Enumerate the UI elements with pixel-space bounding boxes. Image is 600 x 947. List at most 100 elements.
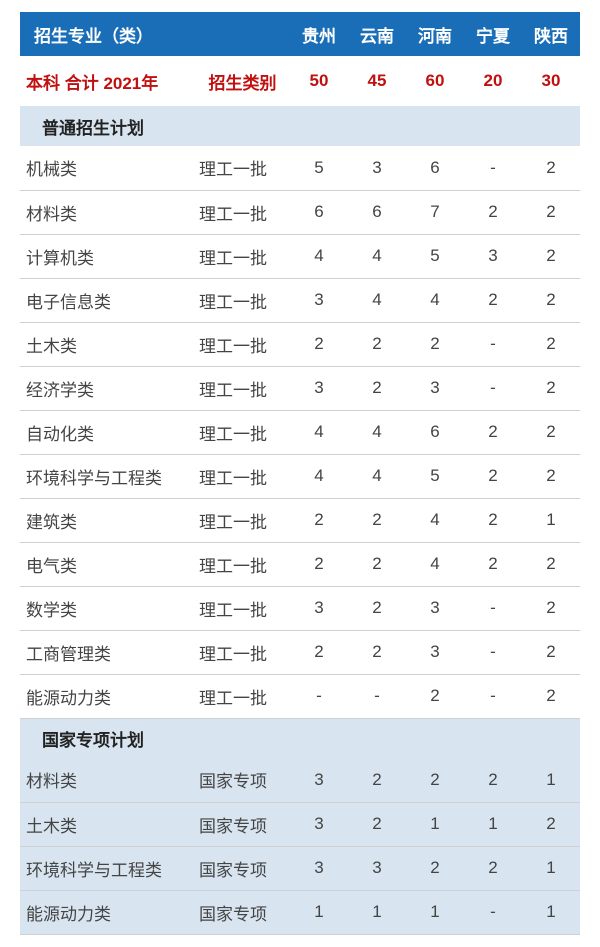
category-cell: 理工一批 [195, 366, 290, 410]
value-cell: 4 [406, 542, 464, 586]
header-province-4: 陕西 [522, 12, 580, 56]
major-cell: 电气类 [20, 542, 195, 586]
category-cell: 理工一批 [195, 322, 290, 366]
value-cell: 2 [348, 366, 406, 410]
value-cell: 3 [290, 846, 348, 890]
value-cell: - [464, 586, 522, 630]
value-cell: 6 [290, 190, 348, 234]
table-row: 数学类理工一批323-2 [20, 586, 580, 630]
table-body: 本科 合计 2021年 招生类别 50 45 60 20 30 普通招生计划机械… [20, 56, 580, 934]
value-cell: 4 [290, 234, 348, 278]
total-row: 本科 合计 2021年 招生类别 50 45 60 20 30 [20, 56, 580, 106]
category-cell: 国家专项 [195, 758, 290, 802]
value-cell: - [464, 322, 522, 366]
major-cell: 土木类 [20, 322, 195, 366]
value-cell: 5 [290, 146, 348, 190]
admissions-table: 招生专业（类） 贵州 云南 河南 宁夏 陕西 本科 合计 2021年 招生类别 … [20, 12, 580, 935]
category-cell: 国家专项 [195, 890, 290, 934]
header-province-3: 宁夏 [464, 12, 522, 56]
value-cell: 2 [522, 410, 580, 454]
value-cell: 2 [464, 542, 522, 586]
table-header: 招生专业（类） 贵州 云南 河南 宁夏 陕西 [20, 12, 580, 56]
table-row: 环境科学与工程类国家专项33221 [20, 846, 580, 890]
value-cell: 2 [464, 410, 522, 454]
header-province-2: 河南 [406, 12, 464, 56]
value-cell: 2 [348, 322, 406, 366]
major-cell: 数学类 [20, 586, 195, 630]
value-cell: 6 [406, 410, 464, 454]
value-cell: 2 [522, 234, 580, 278]
value-cell: 4 [348, 410, 406, 454]
value-cell: 2 [348, 498, 406, 542]
value-cell: 2 [290, 498, 348, 542]
table-row: 能源动力类国家专项111-1 [20, 890, 580, 934]
table-row: 计算机类理工一批44532 [20, 234, 580, 278]
table-row: 材料类国家专项32221 [20, 758, 580, 802]
value-cell: 2 [522, 454, 580, 498]
value-cell: 3 [406, 366, 464, 410]
category-cell: 国家专项 [195, 846, 290, 890]
table-row: 工商管理类理工一批223-2 [20, 630, 580, 674]
value-cell: 1 [406, 890, 464, 934]
table-row: 土木类理工一批222-2 [20, 322, 580, 366]
section-header-row: 国家专项计划 [20, 718, 580, 758]
major-cell: 经济学类 [20, 366, 195, 410]
table-row: 建筑类理工一批22421 [20, 498, 580, 542]
value-cell: 2 [464, 498, 522, 542]
value-cell: 2 [406, 322, 464, 366]
total-label: 本科 合计 2021年 [20, 56, 195, 106]
value-cell: 2 [464, 758, 522, 802]
value-cell: 6 [348, 190, 406, 234]
major-cell: 建筑类 [20, 498, 195, 542]
value-cell: 1 [522, 498, 580, 542]
section-header-row: 普通招生计划 [20, 106, 580, 146]
value-cell: 7 [406, 190, 464, 234]
value-cell: 2 [290, 542, 348, 586]
total-value-2: 60 [406, 56, 464, 106]
value-cell: 2 [464, 454, 522, 498]
major-cell: 机械类 [20, 146, 195, 190]
total-value-4: 30 [522, 56, 580, 106]
category-cell: 理工一批 [195, 630, 290, 674]
table-row: 材料类理工一批66722 [20, 190, 580, 234]
total-category-label: 招生类别 [195, 56, 290, 106]
value-cell: 2 [522, 586, 580, 630]
value-cell: 2 [348, 758, 406, 802]
major-cell: 工商管理类 [20, 630, 195, 674]
header-province-1: 云南 [348, 12, 406, 56]
value-cell: 2 [406, 758, 464, 802]
value-cell: 2 [522, 366, 580, 410]
value-cell: 3 [290, 758, 348, 802]
table-row: 能源动力类理工一批--2-2 [20, 674, 580, 718]
admissions-table-container: 招生专业（类） 贵州 云南 河南 宁夏 陕西 本科 合计 2021年 招生类别 … [0, 0, 600, 947]
value-cell: 2 [406, 846, 464, 890]
major-cell: 能源动力类 [20, 890, 195, 934]
section-title: 普通招生计划 [20, 106, 580, 146]
table-row: 自动化类理工一批44622 [20, 410, 580, 454]
value-cell: 4 [348, 278, 406, 322]
category-cell: 理工一批 [195, 190, 290, 234]
value-cell: 1 [290, 890, 348, 934]
category-cell: 理工一批 [195, 278, 290, 322]
category-cell: 理工一批 [195, 498, 290, 542]
value-cell: 2 [290, 322, 348, 366]
value-cell: 4 [348, 454, 406, 498]
category-cell: 理工一批 [195, 234, 290, 278]
major-cell: 计算机类 [20, 234, 195, 278]
category-cell: 理工一批 [195, 674, 290, 718]
value-cell: 6 [406, 146, 464, 190]
value-cell: - [464, 366, 522, 410]
table-row: 机械类理工一批536-2 [20, 146, 580, 190]
value-cell: - [464, 674, 522, 718]
category-cell: 理工一批 [195, 586, 290, 630]
total-value-3: 20 [464, 56, 522, 106]
value-cell: 2 [348, 802, 406, 846]
value-cell: 2 [348, 630, 406, 674]
value-cell: 2 [464, 190, 522, 234]
major-cell: 土木类 [20, 802, 195, 846]
section-title: 国家专项计划 [20, 718, 580, 758]
value-cell: 4 [406, 498, 464, 542]
major-cell: 能源动力类 [20, 674, 195, 718]
value-cell: 2 [290, 630, 348, 674]
value-cell: 2 [406, 674, 464, 718]
